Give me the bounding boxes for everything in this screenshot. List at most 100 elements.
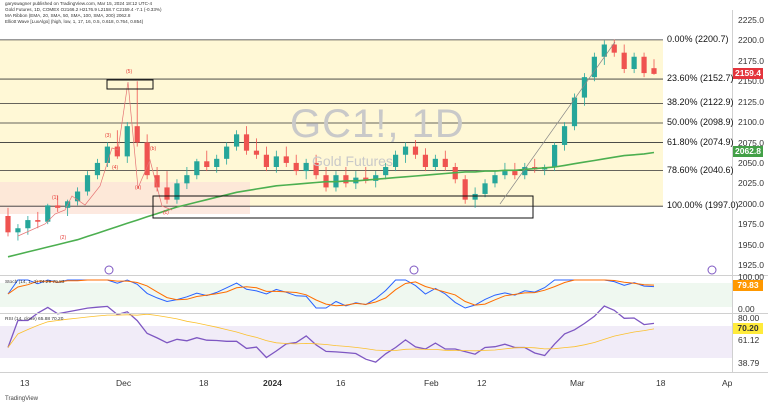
stoch-badge: 79.83 bbox=[733, 280, 763, 291]
candle-body bbox=[492, 175, 498, 184]
wave5-box bbox=[106, 79, 154, 90]
price-tick: 2025.0 bbox=[738, 178, 764, 189]
event-marker-icon[interactable] bbox=[707, 265, 717, 275]
rsi-tick: 61.12 bbox=[738, 335, 760, 345]
candle-body bbox=[283, 156, 289, 163]
candle-body bbox=[363, 177, 369, 181]
fib-level-label: 61.80% (2074.9) bbox=[667, 136, 734, 147]
candle-body bbox=[561, 126, 568, 145]
fib-level-label: 0.00% (2200.7) bbox=[667, 33, 729, 44]
ma-value-badge: 2062.8 bbox=[733, 146, 763, 157]
candle-body bbox=[472, 193, 478, 200]
candle-body bbox=[641, 56, 647, 74]
candle-body bbox=[522, 167, 528, 176]
candle-body bbox=[502, 171, 508, 176]
fib-lines bbox=[0, 39, 663, 207]
wave-label: (4) bbox=[112, 165, 119, 171]
symbol-line[interactable]: Gold Futures, 1D, COMEX O2166.2 H2176.9 … bbox=[5, 7, 162, 12]
candle-body bbox=[611, 44, 617, 53]
candle-body bbox=[591, 56, 597, 78]
time-tick: 18 bbox=[199, 378, 209, 388]
price-tick: 2125.0 bbox=[738, 96, 764, 107]
candle-body bbox=[233, 134, 240, 147]
candle-body bbox=[224, 146, 230, 159]
rsi-ma-line bbox=[7, 313, 655, 352]
candle-body bbox=[164, 187, 170, 200]
candle-body bbox=[84, 175, 91, 192]
rsi-band bbox=[0, 326, 732, 358]
candle-body bbox=[621, 52, 627, 69]
candle-body bbox=[442, 158, 448, 167]
price-tick: 2200.0 bbox=[738, 35, 764, 46]
candle-body bbox=[482, 183, 488, 194]
time-tick: Feb bbox=[424, 378, 439, 388]
candle-body bbox=[581, 77, 588, 98]
event-marker-icon[interactable] bbox=[409, 265, 419, 275]
wave-label: (b) bbox=[150, 146, 157, 152]
price-tick: 2100.0 bbox=[738, 117, 764, 128]
candle-body bbox=[601, 44, 607, 57]
candle-body bbox=[94, 162, 101, 176]
fib-level-label: 38.20% (2122.9) bbox=[667, 97, 734, 108]
rsi-legend[interactable]: RSI (14, close) 65.88 70.20 bbox=[5, 317, 64, 322]
candle-body bbox=[35, 220, 41, 222]
watermark-name: Gold Futures bbox=[312, 153, 393, 169]
elliott-wave-line bbox=[17, 81, 173, 237]
candle-body bbox=[293, 162, 299, 172]
candle-body bbox=[15, 228, 21, 233]
wave-label: (3) bbox=[105, 133, 112, 139]
stoch-legend[interactable]: Stoch (14, 1, 3) 74.29 79.83 bbox=[5, 280, 65, 285]
candle-body bbox=[343, 175, 349, 184]
candle-body bbox=[552, 144, 558, 167]
time-tick: 16 bbox=[336, 378, 346, 388]
candle-body bbox=[402, 146, 409, 155]
candle-body bbox=[253, 150, 260, 155]
elliott-legend[interactable]: Elliott Wave [LuxAlgo] (high, low, 1, 17… bbox=[5, 19, 144, 24]
candle-body bbox=[25, 220, 31, 229]
event-marker-icon[interactable] bbox=[104, 265, 114, 275]
tradingview-brand[interactable]: TradingView bbox=[5, 396, 39, 402]
ma-ribbon-line bbox=[7, 151, 655, 258]
fib-level-label: 50.00% (2098.9) bbox=[667, 116, 734, 127]
demand-zone bbox=[0, 182, 250, 214]
ma-ribbon-legend[interactable]: MA Ribbon (EMA, 20, SMA, 50, SMA, 100, S… bbox=[5, 13, 131, 18]
candle-body bbox=[462, 179, 468, 200]
last-price-badge: 2159.4 bbox=[733, 68, 763, 79]
price-tick: 2075.0 bbox=[738, 137, 764, 148]
candle-body bbox=[412, 146, 419, 155]
price-tick: 1925.0 bbox=[738, 260, 764, 270]
stoch-d-line bbox=[7, 279, 655, 307]
time-tick: Ap bbox=[722, 378, 733, 388]
rsi-badge: 70.20 bbox=[733, 323, 763, 334]
time-tick: Dec bbox=[116, 378, 132, 388]
candle-body bbox=[393, 154, 399, 167]
rsi-tick: 38.79 bbox=[738, 358, 760, 368]
candle-body bbox=[273, 156, 279, 167]
candle-body bbox=[373, 175, 379, 181]
candle-body bbox=[313, 162, 319, 176]
price-tick: 2150.0 bbox=[738, 76, 764, 87]
support-box bbox=[152, 195, 534, 219]
price-tick: 2225.0 bbox=[738, 15, 764, 25]
fib-level-label: 100.00% (1997.0) bbox=[667, 200, 739, 211]
candle-body bbox=[184, 175, 190, 184]
price-tick: 1950.0 bbox=[738, 239, 764, 250]
fib-trend-line bbox=[499, 41, 616, 205]
candle-body bbox=[263, 154, 269, 167]
price-tick: 2175.0 bbox=[738, 55, 764, 66]
candle-body bbox=[383, 167, 389, 176]
stoch-tick: 0.00 bbox=[738, 304, 755, 314]
wave-label: (c) bbox=[163, 210, 169, 216]
candle-body bbox=[144, 142, 150, 176]
fib-level-label: 78.60% (2040.6) bbox=[667, 164, 734, 175]
price-tick: 2050.0 bbox=[738, 157, 764, 168]
candle-body bbox=[45, 205, 51, 222]
publish-line: garyswagner published on TradingView.com… bbox=[5, 1, 152, 6]
candle-body bbox=[243, 134, 250, 151]
candle-body bbox=[124, 126, 130, 157]
wave-label: (2) bbox=[60, 235, 67, 241]
candle-body bbox=[114, 146, 120, 157]
candle-body bbox=[154, 175, 160, 188]
